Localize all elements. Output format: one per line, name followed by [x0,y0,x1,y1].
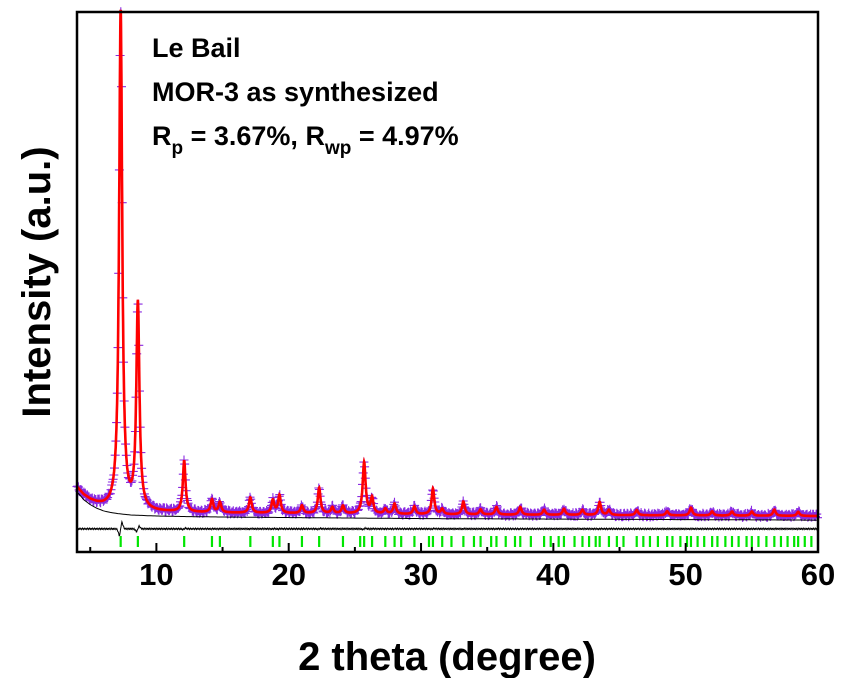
rp-symbol: R [152,121,172,151]
rwp-value: = 4.97% [351,121,458,151]
annotation-sample: MOR-3 as synthesized [152,77,439,107]
annotation-block: Le Bail MOR-3 as synthesized Rp = 3.67%,… [152,33,459,159]
rwp-subscript: wp [324,138,351,159]
x-axis-title: 2 theta (degree) [298,635,596,678]
annotation-method: Le Bail [152,33,241,63]
x-tick-label: 30 [404,557,438,592]
plot-frame [75,10,820,554]
y-axis-title: Intensity (a.u.) [15,146,59,417]
series-difference [76,519,819,537]
x-tick-label: 60 [801,557,835,592]
rwp-symbol: R [305,121,325,151]
x-axis-tick-labels: 10 20 30 40 50 60 [139,557,835,592]
plot-area [72,7,822,547]
x-tick-label: 20 [271,557,305,592]
x-tick-label: 50 [668,557,702,592]
series-calculated [75,9,818,518]
series-bragg-positions [119,536,813,547]
annotation-r-factors: Rp = 3.67%, Rwp = 4.97% [152,121,459,159]
rp-value: = 3.67%, [183,121,305,151]
rp-subscript: p [172,138,184,159]
series-background [76,491,818,521]
x-tick-label: 40 [536,557,570,592]
x-axis-ticks [89,543,819,552]
x-tick-label: 10 [139,557,173,592]
